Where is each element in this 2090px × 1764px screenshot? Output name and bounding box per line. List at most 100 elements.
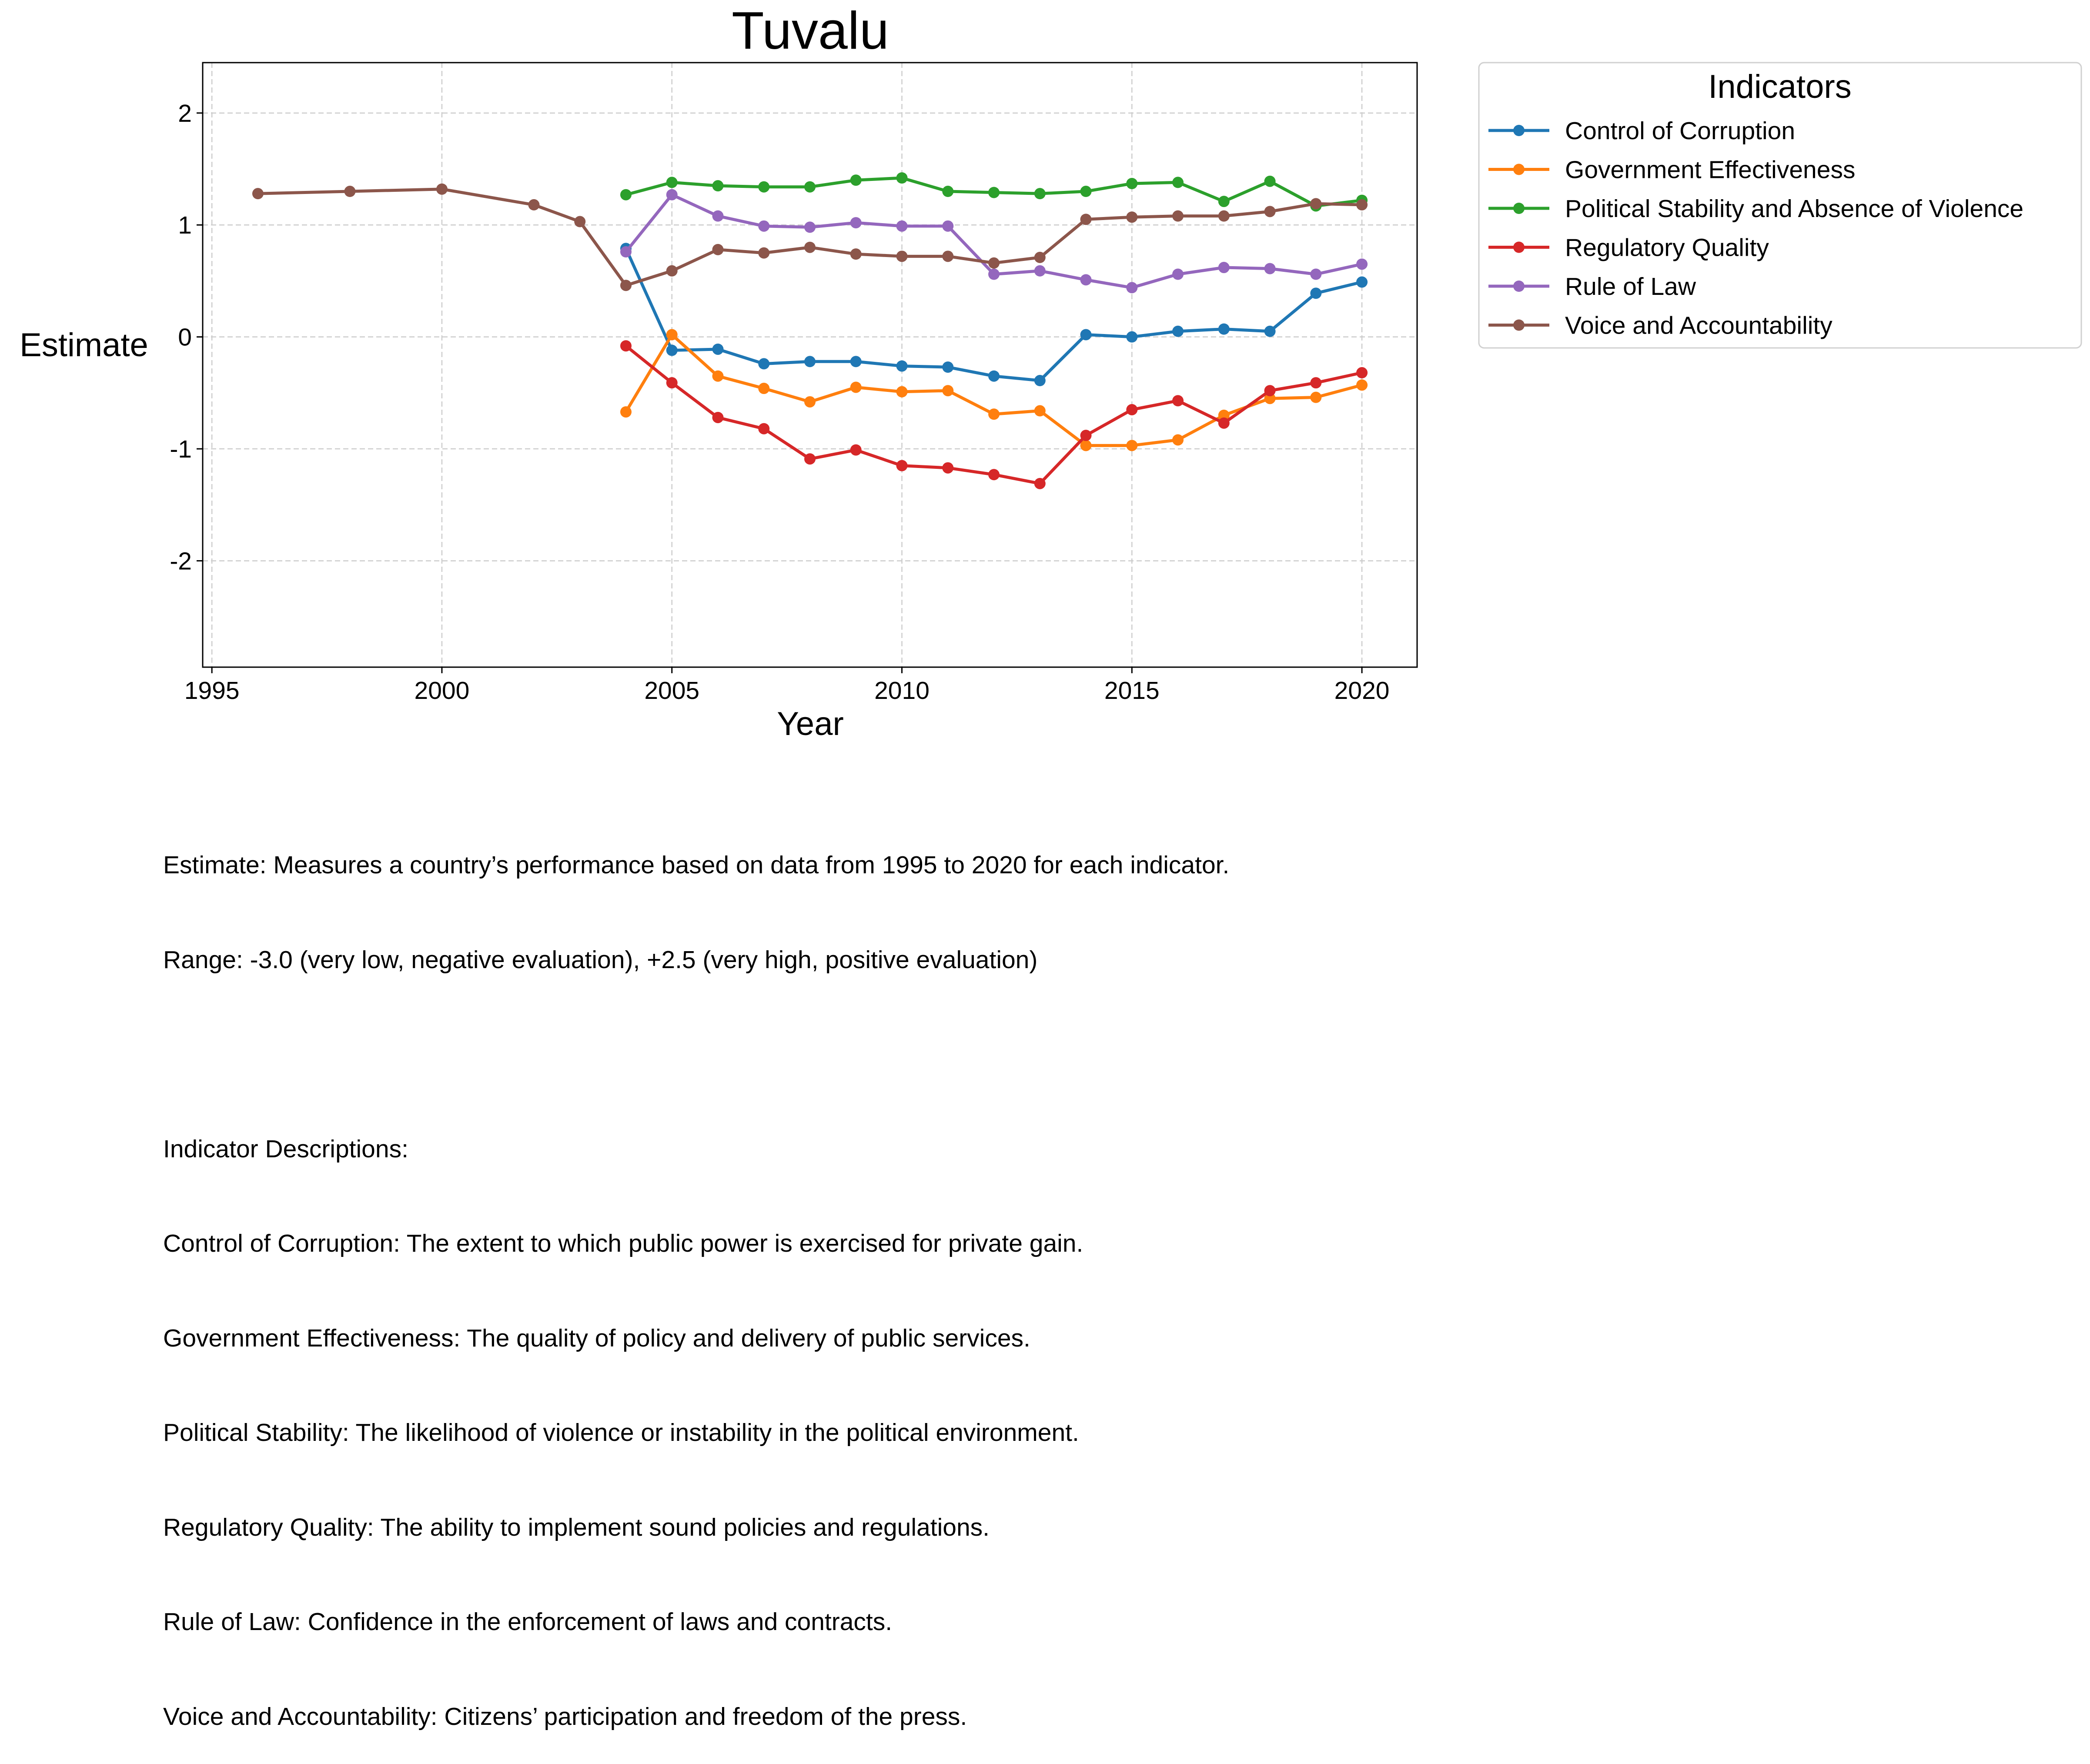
note-regulatory-quality: Regulatory Quality: The ability to imple… [163, 1513, 990, 1541]
data-point-government-effectiveness [896, 386, 908, 398]
series-regulatory-quality [620, 340, 1368, 489]
data-point-voice-and-accountability [1264, 206, 1276, 217]
data-point-political-stability-and-absence-of-violence [1218, 196, 1230, 207]
data-point-voice-and-accountability [252, 188, 264, 200]
legend-marker [1513, 164, 1525, 175]
data-point-control-of-corruption [988, 370, 1000, 382]
note-descriptions-heading: Indicator Descriptions: [163, 1135, 408, 1163]
data-point-regulatory-quality [850, 444, 862, 456]
data-point-political-stability-and-absence-of-violence [1264, 175, 1276, 187]
data-point-rule-of-law [1126, 282, 1138, 294]
data-point-voice-and-accountability [942, 251, 954, 262]
data-point-rule-of-law [712, 210, 724, 222]
legend-label: Political Stability and Absence of Viole… [1565, 195, 2023, 223]
data-point-government-effectiveness [1172, 434, 1184, 446]
data-point-political-stability-and-absence-of-violence [712, 180, 724, 192]
series-line-voice-and-accountability [257, 187, 1362, 287]
legend-marker [1513, 281, 1525, 292]
data-point-regulatory-quality [1218, 417, 1230, 429]
data-point-government-effectiveness [1356, 379, 1368, 391]
data-point-regulatory-quality [1310, 377, 1322, 389]
data-point-regulatory-quality [988, 469, 1000, 481]
data-point-regulatory-quality [1172, 395, 1184, 407]
data-point-political-stability-and-absence-of-violence [666, 177, 678, 188]
legend-marker [1513, 203, 1525, 214]
data-point-government-effectiveness [1264, 393, 1276, 404]
legend-marker [1513, 125, 1525, 136]
data-point-control-of-corruption [1218, 323, 1230, 335]
data-point-voice-and-accountability [758, 247, 770, 259]
x-tick-label: 1995 [184, 677, 240, 705]
series-line-government-effectiveness [624, 333, 1362, 447]
data-point-regulatory-quality [712, 411, 724, 423]
x-axis-title: Year [777, 705, 844, 742]
data-point-rule-of-law [988, 268, 1000, 280]
data-point-regulatory-quality [1356, 367, 1368, 379]
data-point-voice-and-accountability [988, 257, 1000, 269]
data-point-control-of-corruption [712, 343, 724, 355]
data-point-control-of-corruption [1126, 331, 1138, 343]
data-point-government-effectiveness [1310, 391, 1322, 403]
data-point-control-of-corruption [758, 358, 770, 370]
axis-ticks: 1995 2000 2005 2010 2015 2020 -2 -1 0 1 2 [170, 100, 1389, 705]
data-point-voice-and-accountability [1310, 198, 1322, 210]
data-point-political-stability-and-absence-of-violence [1126, 178, 1138, 189]
note-estimate: Estimate: Measures a country’s performan… [163, 851, 1230, 879]
data-point-control-of-corruption [1310, 287, 1322, 299]
data-point-voice-and-accountability [528, 199, 540, 210]
legend-marker [1513, 241, 1525, 253]
legend-item-government-effectiveness: Government Effectiveness [1488, 156, 1855, 184]
data-point-political-stability-and-absence-of-violence [758, 181, 770, 193]
series-voice-and-accountability [252, 183, 1368, 291]
data-point-voice-and-accountability [712, 244, 724, 255]
legend-label: Government Effectiveness [1565, 156, 1855, 184]
data-point-voice-and-accountability [574, 216, 586, 227]
data-point-regulatory-quality [942, 462, 954, 474]
data-point-regulatory-quality [1126, 404, 1138, 415]
series-lines [252, 172, 1368, 489]
series-political-stability-and-absence-of-violence [620, 172, 1368, 212]
data-point-voice-and-accountability [1356, 199, 1368, 210]
legend-item-political-stability-and-absence-of-violence: Political Stability and Absence of Viole… [1488, 195, 2023, 223]
chart-notes: Estimate: Measures a country’s performan… [163, 786, 1229, 1764]
data-point-political-stability-and-absence-of-violence [988, 187, 1000, 198]
data-point-voice-and-accountability [666, 265, 678, 277]
data-point-regulatory-quality [1080, 430, 1092, 441]
note-range: Range: -3.0 (very low, negative evaluati… [163, 945, 1038, 974]
series-control-of-corruption [620, 243, 1368, 387]
data-point-government-effectiveness [666, 329, 678, 341]
data-point-rule-of-law [942, 220, 954, 232]
note-voice-and-accountability: Voice and Accountability: Citizens’ part… [163, 1702, 967, 1731]
data-point-regulatory-quality [804, 453, 816, 465]
data-point-control-of-corruption [850, 356, 862, 368]
data-point-control-of-corruption [1034, 375, 1046, 387]
data-point-government-effectiveness [1126, 440, 1138, 451]
data-point-control-of-corruption [666, 344, 678, 356]
data-point-rule-of-law [1356, 258, 1368, 270]
data-point-regulatory-quality [896, 460, 908, 471]
data-point-voice-and-accountability [1172, 210, 1184, 222]
data-point-rule-of-law [620, 246, 632, 258]
series-government-effectiveness [620, 329, 1368, 451]
note-blank [163, 1039, 1229, 1070]
data-point-regulatory-quality [1034, 478, 1046, 489]
data-point-regulatory-quality [666, 377, 678, 389]
legend-label: Voice and Accountability [1565, 312, 1833, 340]
chart-title: Tuvalu [732, 1, 889, 60]
data-point-political-stability-and-absence-of-violence [1080, 186, 1092, 197]
data-point-government-effectiveness [988, 408, 1000, 420]
data-point-control-of-corruption [942, 361, 954, 373]
y-tick-label: 0 [178, 324, 192, 351]
series-rule-of-law [620, 189, 1368, 294]
data-point-rule-of-law [1172, 268, 1184, 280]
data-point-government-effectiveness [712, 370, 724, 382]
data-point-rule-of-law [804, 221, 816, 233]
data-point-government-effectiveness [620, 406, 632, 418]
data-point-government-effectiveness [1080, 440, 1092, 451]
plot-frame [202, 62, 1418, 668]
data-point-rule-of-law [758, 220, 770, 232]
y-tick-label: -1 [170, 435, 192, 463]
note-political-stability: Political Stability: The likelihood of v… [163, 1419, 1079, 1447]
note-government-effectiveness: Government Effectiveness: The quality of… [163, 1324, 1030, 1352]
data-point-rule-of-law [1310, 268, 1322, 280]
